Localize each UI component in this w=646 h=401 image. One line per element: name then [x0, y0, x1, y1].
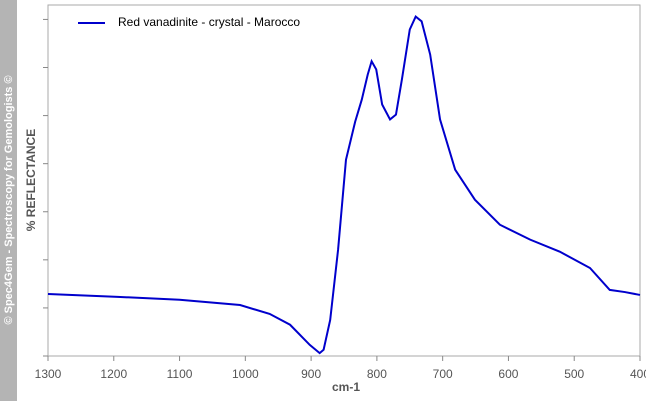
x-tick-label: 1000	[232, 367, 259, 381]
legend-label: Red vanadinite - crystal - Marocco	[118, 15, 300, 29]
x-tick-label: 1200	[100, 367, 127, 381]
side-strip	[0, 0, 17, 401]
x-tick-label: 1100	[167, 367, 193, 381]
copyright: © Spec4Gem - Spectroscopy for Gemologist…	[3, 75, 15, 324]
x-tick-label: 500	[564, 367, 584, 381]
x-tick-label: 400	[630, 367, 646, 381]
x-tick-label: 900	[301, 367, 321, 381]
x-tick-label: 600	[498, 367, 518, 381]
x-tick-label: 800	[367, 367, 387, 381]
y-label: % REFLECTANCE	[24, 129, 38, 231]
x-tick-label: 700	[433, 367, 453, 381]
x-label: cm-1	[332, 380, 360, 394]
x-tick-label: 1300	[35, 367, 62, 381]
plot-frame	[47, 4, 641, 357]
spectrum-line	[47, 14, 641, 355]
